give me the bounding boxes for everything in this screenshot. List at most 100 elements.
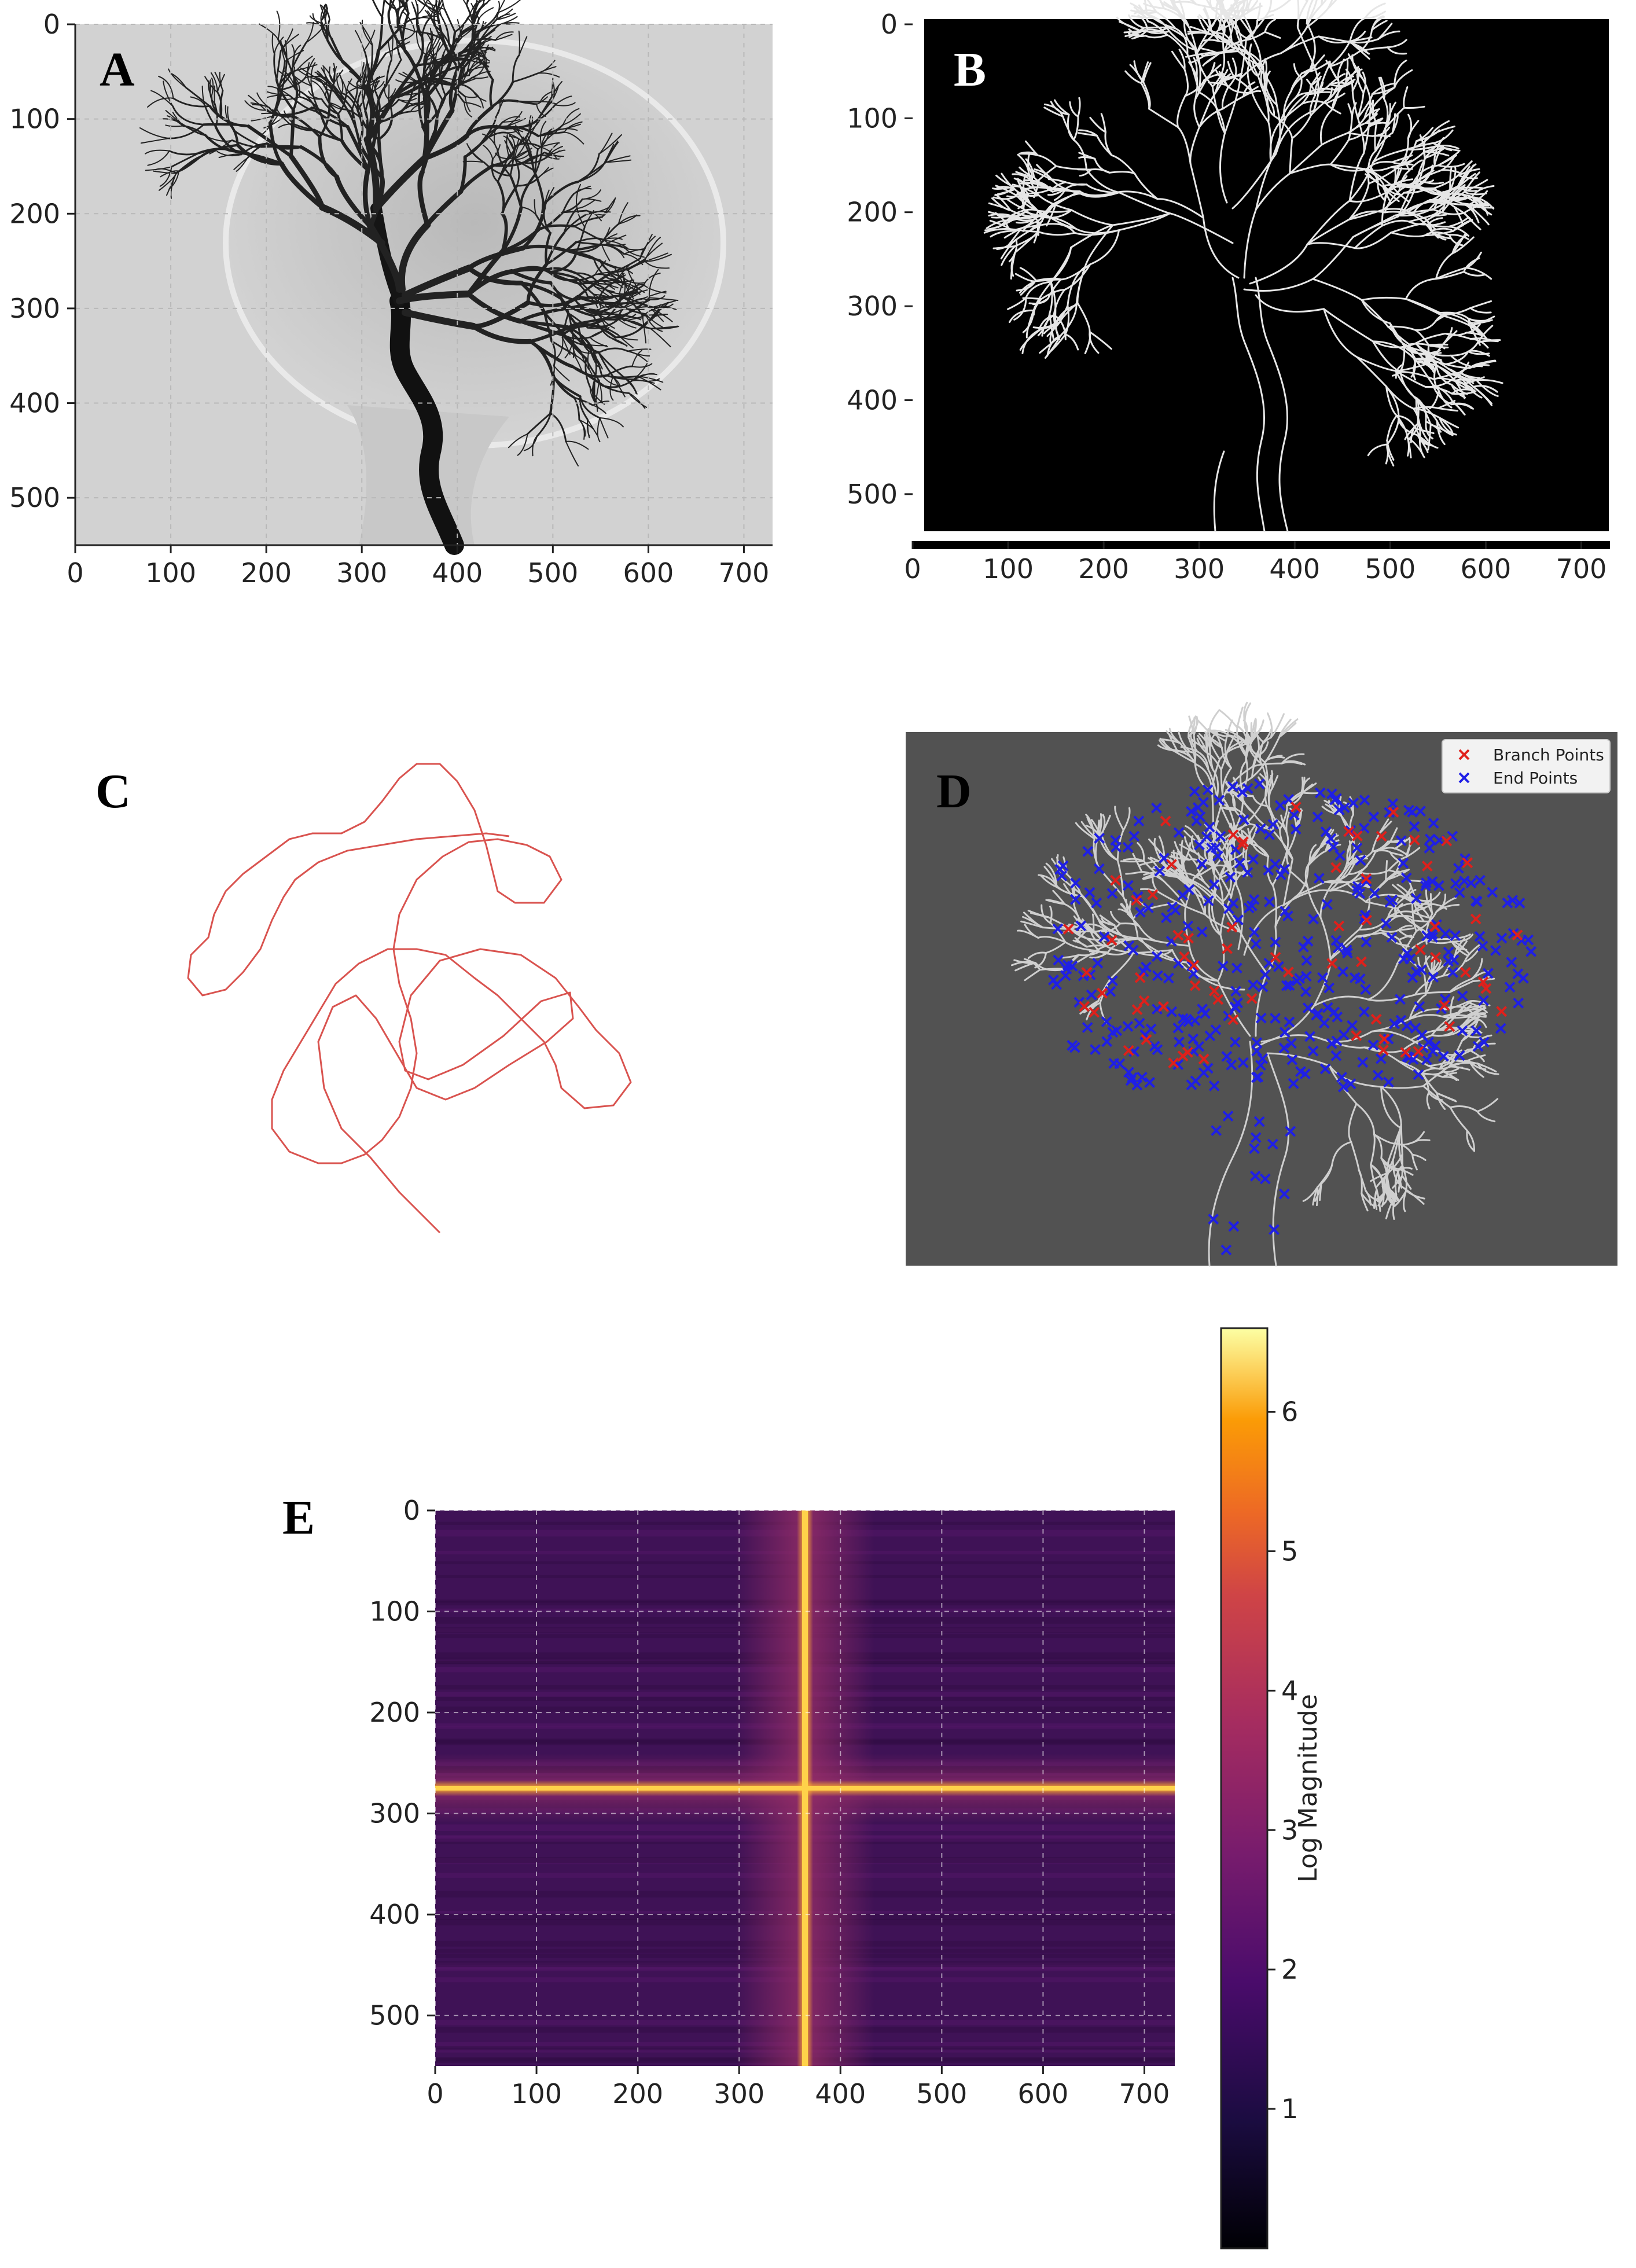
vessel-segment [1450, 996, 1455, 1019]
vessel-segment [534, 148, 539, 176]
vessel-segment [1224, 78, 1241, 134]
end-point-marker [1248, 927, 1260, 938]
vessel-segment [1400, 1123, 1403, 1155]
vessel-segment [1236, 808, 1251, 825]
end-point-marker [1479, 1036, 1490, 1048]
vessel-segment [1194, 762, 1213, 792]
vessel-segment [1391, 113, 1399, 134]
vessel-segment [1237, 50, 1264, 68]
vessel-segment [528, 339, 574, 369]
vessel-segment [514, 136, 524, 159]
end-point-marker [1372, 1069, 1384, 1081]
vessel-segment [395, 8, 407, 53]
vessel-segment [1425, 955, 1433, 975]
vessel-segment [1208, 900, 1222, 936]
vessel-segment [1412, 164, 1439, 183]
vessel-segment [1433, 187, 1458, 211]
vessel-segment [1060, 263, 1091, 281]
panel-e-grid [435, 1510, 1175, 2066]
colorbar-tick-label: 1 [1281, 2093, 1298, 2124]
vessel-segment [466, 0, 469, 6]
vessel-segment [1462, 383, 1483, 399]
vessel-segment [602, 384, 630, 394]
end-point-marker [1368, 811, 1380, 823]
vessel-segment [1306, 23, 1316, 63]
end-point-marker [1163, 972, 1174, 984]
vessel-segment [1367, 994, 1416, 1002]
vessel-segment [1435, 252, 1454, 280]
vessel-segment [1398, 170, 1410, 192]
vessel-segment [1064, 333, 1079, 351]
vessel-segment [514, 137, 527, 159]
branch-point-marker [1414, 944, 1426, 955]
vessel-segment [1433, 208, 1465, 215]
vessel-segment [1386, 439, 1395, 461]
vessel-segment [1312, 236, 1354, 280]
end-point-marker [1450, 930, 1461, 942]
vessel-segment [509, 150, 516, 177]
vessel-segment [1449, 196, 1469, 201]
vessel-segment [520, 206, 537, 216]
end-point-marker [1208, 1214, 1219, 1225]
vessel-segment [1380, 1086, 1402, 1129]
vessel-segment [1403, 1188, 1425, 1205]
end-point-marker [1217, 960, 1229, 972]
vessel-segment [1273, 115, 1293, 139]
vessel-segment [1347, 103, 1353, 120]
vessel-segment [648, 297, 679, 302]
vessel-segment [1450, 403, 1473, 410]
end-point-marker [1070, 877, 1081, 889]
branch-point-marker [1496, 1006, 1508, 1017]
vessel-segment [1146, 13, 1170, 32]
vessel-segment [1463, 257, 1480, 273]
vessel-segment [1007, 211, 1027, 223]
vessel-segment [1137, 842, 1145, 862]
vessel-segment [1426, 1091, 1431, 1110]
vessel-segment [1467, 1016, 1487, 1028]
branch-point-marker [1246, 993, 1258, 1004]
vessel-segment [1211, 898, 1222, 936]
vessel-segment [274, 36, 284, 55]
vessel-segment [472, 12, 499, 35]
vessel-segment [1075, 266, 1086, 306]
vessel-segment [551, 78, 554, 98]
vessel-segment [1387, 1153, 1403, 1174]
vessel-segment [248, 94, 267, 111]
vessel-segment [539, 120, 547, 147]
branch-point-marker [1110, 874, 1122, 886]
x-tick-label: 100 [983, 553, 1034, 585]
end-point-marker [1264, 896, 1275, 907]
vessel-segment [1166, 730, 1182, 745]
vessel-segment [508, 433, 528, 449]
vessel-segment [1006, 193, 1030, 198]
vessel-segment [1348, 208, 1384, 220]
branch-point-marker [1172, 929, 1184, 941]
vessel-segment [1451, 236, 1475, 255]
vessel-segment [1100, 113, 1106, 133]
vessel-segment [1033, 203, 1054, 220]
vessel-segment [631, 350, 642, 367]
vessel-segment [576, 295, 619, 305]
vessel-segment [210, 72, 218, 93]
vessel-segment [461, 24, 477, 38]
end-point-marker [1395, 994, 1406, 1005]
end-point-marker [1173, 827, 1185, 839]
x-tick-label: 500 [527, 557, 578, 589]
vessel-segment [1449, 1107, 1468, 1131]
vessel-segment [1241, 45, 1260, 70]
end-point-marker [1137, 1071, 1148, 1083]
vessel-segment [1188, 26, 1198, 54]
end-point-marker [1274, 800, 1286, 811]
vessel-segment [336, 72, 343, 94]
vessel-segment [1255, 172, 1291, 211]
vessel-segment [576, 183, 582, 209]
vessel-segment [1017, 153, 1030, 174]
vessel-segment [517, 433, 528, 456]
vessel-segment [1055, 165, 1087, 171]
vessel-segment [617, 315, 652, 330]
vessel-segment [1151, 867, 1170, 872]
vessel-segment [482, 144, 494, 160]
vessel-segment [291, 44, 295, 65]
vessel-segment [464, 95, 479, 98]
